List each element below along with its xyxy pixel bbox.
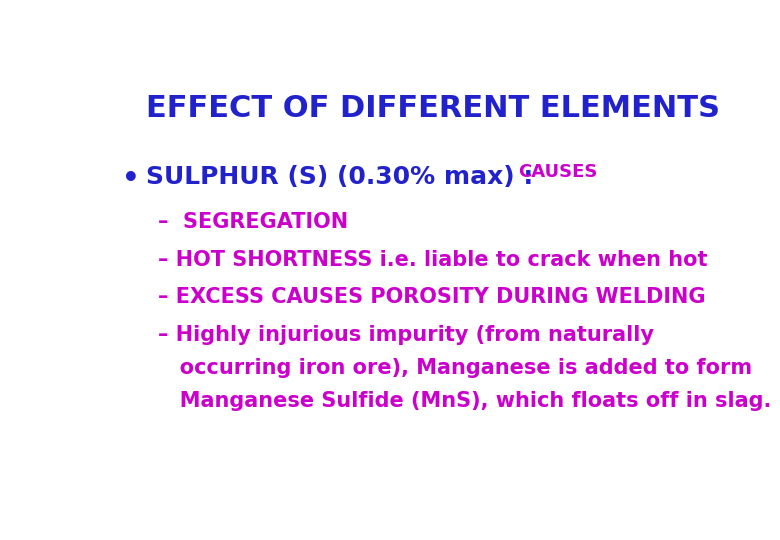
Text: Manganese Sulfide (MnS), which floats off in slag.: Manganese Sulfide (MnS), which floats of… xyxy=(158,391,771,411)
Text: •: • xyxy=(122,165,140,193)
Text: CAUSES: CAUSES xyxy=(518,163,597,180)
Text: – Highly injurious impurity (from naturally: – Highly injurious impurity (from natura… xyxy=(158,325,654,345)
Text: – EXCESS CAUSES POROSITY DURING WELDING: – EXCESS CAUSES POROSITY DURING WELDING xyxy=(158,287,705,307)
Text: SULPHUR (S) (0.30% max) :: SULPHUR (S) (0.30% max) : xyxy=(146,165,533,188)
Text: –  SEGREGATION: – SEGREGATION xyxy=(158,212,348,232)
Text: occurring iron ore), Manganese is added to form: occurring iron ore), Manganese is added … xyxy=(158,358,752,378)
Text: – HOT SHORTNESS i.e. liable to crack when hot: – HOT SHORTNESS i.e. liable to crack whe… xyxy=(158,250,707,270)
Text: EFFECT OF DIFFERENT ELEMENTS: EFFECT OF DIFFERENT ELEMENTS xyxy=(146,94,720,123)
